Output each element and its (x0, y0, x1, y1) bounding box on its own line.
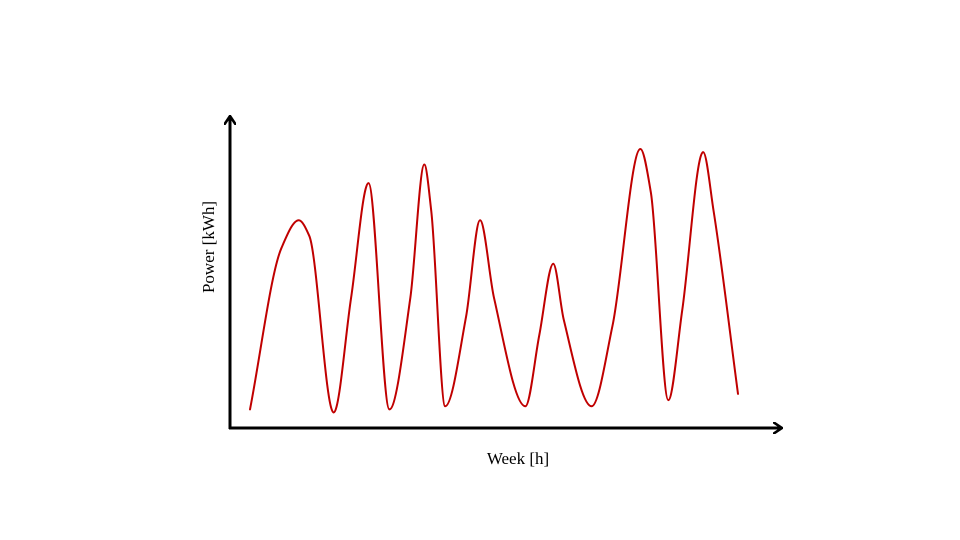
y-axis-label: Power [kWh] (199, 201, 218, 293)
series-line-1 (249, 148, 739, 414)
x-axis-label: Week [h] (487, 449, 549, 468)
series-layer (249, 148, 739, 414)
